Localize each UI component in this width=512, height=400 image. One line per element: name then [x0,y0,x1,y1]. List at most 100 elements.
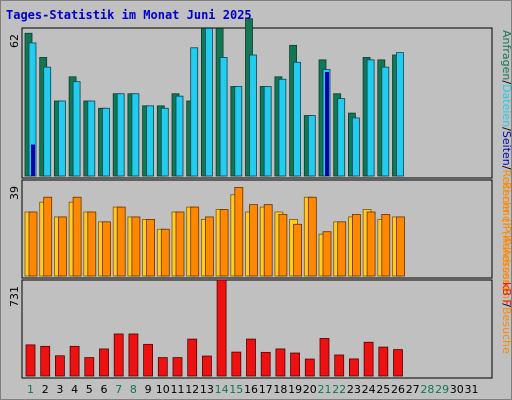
x-tick-label: 13 [200,383,214,396]
legend-requests: Anfragen/Dateien/Seiten/Rechner (IP-Adre… [500,30,512,291]
bar-kb [69,345,80,377]
legend-entry: / [500,80,512,84]
x-tick-label: 19 [288,383,302,396]
x-tick-label: 7 [115,383,122,396]
bar-dateien [146,105,155,177]
x-tick-label: 30 [450,383,464,396]
bar-kb [275,348,286,377]
bar-besuche [307,196,317,277]
bar-kb [348,358,359,377]
bar-besuche [381,214,391,277]
x-tick-label: 2 [42,383,49,396]
bar-kb [304,358,315,377]
x-tick-label: 22 [332,383,346,396]
bar-besuche [234,186,244,277]
x-tick-label: 17 [259,383,273,396]
legend-entry: / [500,127,512,131]
bar-kb [84,357,95,377]
bar-besuche [396,216,405,277]
bar-besuche [278,214,288,277]
bar-besuche [204,216,214,277]
bar-besuche [249,204,258,277]
panel-requests-bars [24,18,404,177]
x-tick-label: 28 [420,383,434,396]
bar-dateien [234,86,243,177]
bar-kb [55,355,65,377]
bar-dateien [351,117,360,177]
chart-panels: 62 Anfragen/Dateien/Seiten/Rechner (IP-Ad… [8,18,512,379]
x-tick-label: 31 [465,383,479,396]
x-tick-label: 5 [86,383,93,396]
x-tick-label: 10 [156,383,170,396]
bar-kb [334,354,345,377]
legend-entry: Anfragen [500,30,512,80]
bar-kb [378,346,389,377]
x-tick-label: 9 [145,383,152,396]
bar-besuche [175,211,185,277]
legend-entry: kB F [500,282,512,306]
bar-kb [260,351,271,377]
bar-seiten [325,71,329,176]
bar-seiten [31,144,35,176]
bar-kb [157,357,168,377]
bar-dateien [278,78,287,177]
bar-besuche [146,218,156,277]
panel-kbytes-bars [25,279,403,377]
bar-dateien [204,28,213,177]
legend-visits: Rechner (IP-Adressen)/Besuche [500,182,512,354]
panel-visits-bars [24,186,405,277]
x-tick-label: 26 [391,383,405,396]
bar-kb [201,355,212,377]
chart-title: Tages-Statistik im Monat Juni 2025 [6,8,252,22]
bar-kb [172,357,183,377]
bar-dateien [293,61,302,177]
x-tick-label: 12 [185,383,199,396]
bar-besuche [87,211,97,277]
x-tick-label: 6 [101,383,108,396]
bar-dateien [72,81,81,177]
bar-besuche [102,221,111,277]
bar-kb [393,349,403,377]
bar-dateien [219,57,228,177]
legend-entry: / [500,166,512,170]
x-tick-label: 23 [347,383,361,396]
bar-dateien [43,66,52,177]
bar-kb [290,352,301,377]
bar-kb [246,338,256,377]
legend-entry: Rechner (IP-Adressen) [500,182,512,303]
x-tick-label: 11 [171,383,185,396]
bar-dateien [102,107,110,177]
y-max-label-kbytes: 731 [8,286,21,307]
bar-besuche [43,196,53,277]
legend-entry: Seiten [500,131,512,166]
bar-dateien [175,95,184,177]
bar-dateien [249,54,257,177]
legend-entry: Rechner (IP-Adressen) [500,169,512,290]
legend-kbytes: kB F [500,282,512,306]
y-max-label-visits: 39 [8,186,21,200]
bar-besuche [219,209,229,277]
bar-besuche [58,216,67,277]
x-tick-label: 24 [362,383,376,396]
bar-dateien [190,47,199,177]
bar-besuche [366,211,376,277]
bar-dateien [366,59,375,177]
legend-entry: Besuche [500,307,512,354]
x-tick-label: 1 [27,383,34,396]
x-tick-label: 27 [406,383,420,396]
legend-entry: Dateien [500,84,512,127]
x-tick-label: 29 [435,383,449,396]
bar-dateien [396,52,404,177]
bar-dateien [263,86,272,177]
bar-besuche [28,211,38,277]
bar-kb [231,351,242,377]
bar-besuche [190,206,200,277]
bar-besuche [160,228,170,277]
bar-dateien [87,100,96,177]
bar-dateien [160,107,169,177]
bar-kb [319,338,330,377]
bar-besuche [116,206,126,277]
bar-dateien [337,98,346,177]
bar-kb [143,343,154,377]
bar-besuche [337,221,347,277]
